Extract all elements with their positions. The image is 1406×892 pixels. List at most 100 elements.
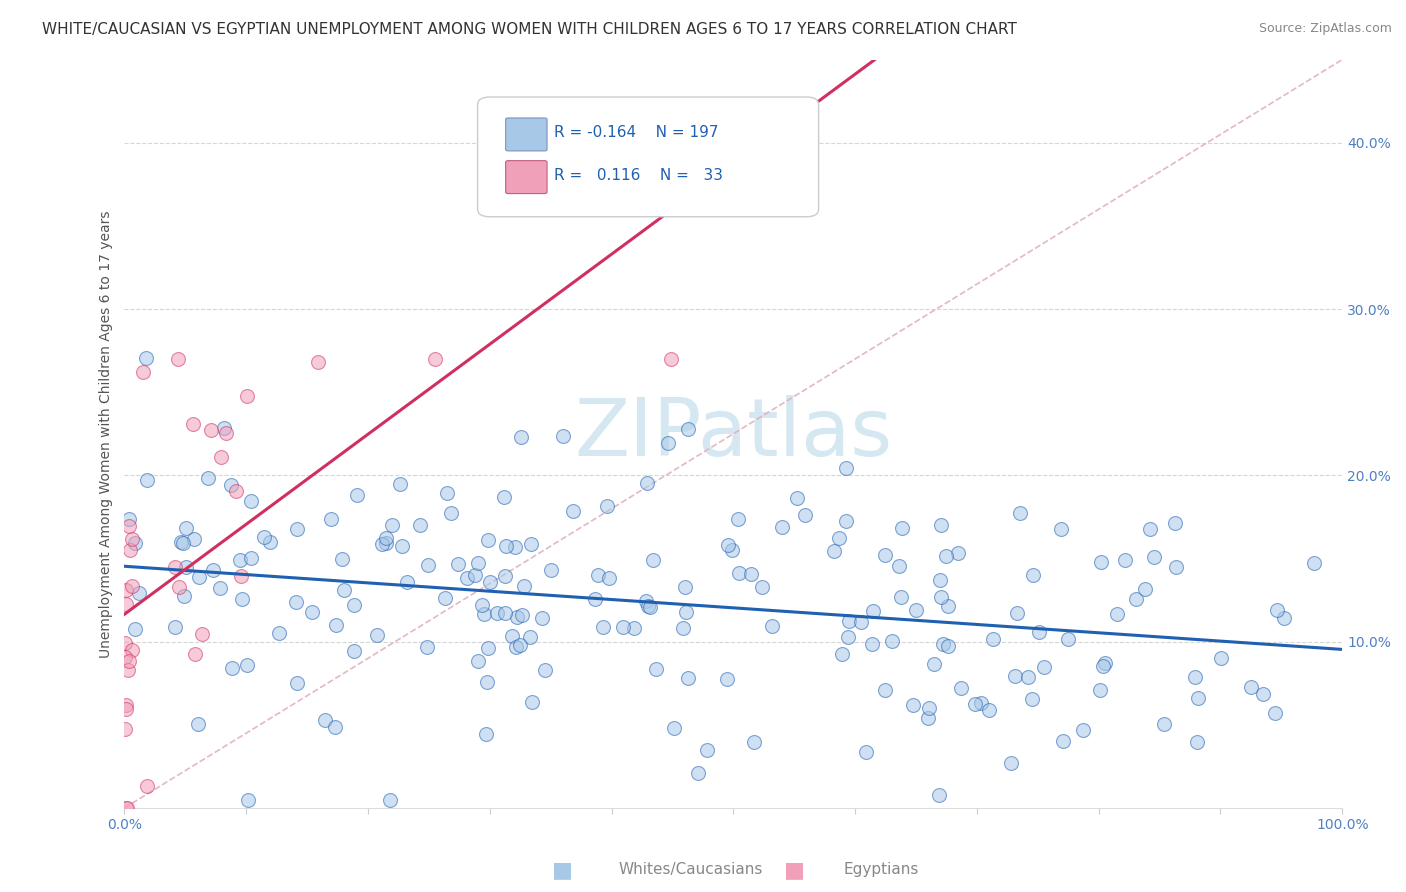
Point [561,504,583,518]
Point [121,643,143,657]
Point [409,517,432,532]
Point [533,663,555,677]
Point [1105,607,1128,622]
Point [114,702,136,716]
Point [375,531,398,545]
Point [1017,670,1039,684]
Point [239,550,262,565]
Point [121,532,143,546]
Point [181,417,204,431]
Point [201,564,224,578]
Point [1209,651,1232,665]
Point [285,595,308,609]
Point [717,538,740,552]
Point [672,621,695,635]
Point [114,649,136,664]
Point [118,512,141,526]
Point [456,571,478,585]
FancyBboxPatch shape [506,118,547,151]
Point [935,549,957,563]
Point [860,637,883,651]
Point [219,477,242,491]
Point [209,581,232,595]
Point [1164,559,1187,574]
Point [638,599,661,614]
Point [688,766,710,780]
Point [1028,624,1050,639]
Point [472,607,495,621]
Point [721,543,744,558]
Point [191,627,214,641]
Point [187,717,209,731]
Point [636,594,658,608]
Point [332,582,354,597]
Point [167,580,190,594]
Point [118,519,141,533]
Point [1022,567,1045,582]
Y-axis label: Unemployment Among Women with Children Ages 6 to 17 years: Unemployment Among Women with Children A… [100,210,114,657]
Point [1114,553,1136,567]
Point [446,557,468,571]
Point [163,620,186,634]
Point [1240,680,1263,694]
Point [727,566,749,580]
Point [873,548,896,562]
Point [174,521,197,535]
Point [1135,582,1157,596]
Point [477,641,499,656]
Point [221,661,243,675]
Point [963,697,986,711]
Point [236,657,259,672]
Point [124,622,146,636]
Point [636,476,658,491]
Point [855,745,877,759]
Point [494,569,516,583]
Text: R =   0.116    N =   33: R = 0.116 N = 33 [554,168,723,183]
Point [1021,691,1043,706]
Point [176,560,198,574]
Point [1125,591,1147,606]
Point [501,629,523,643]
Point [922,657,945,672]
Point [598,571,620,585]
Point [676,421,699,435]
Point [889,559,911,574]
Point [114,597,136,611]
Point [696,742,718,756]
Point [970,697,993,711]
Point [346,488,368,502]
Point [929,590,952,604]
Point [135,351,157,366]
Point [492,490,515,504]
Point [901,698,924,712]
Point [592,620,614,634]
Point [751,580,773,594]
Point [770,520,793,534]
Point [520,537,543,551]
Point [740,566,762,581]
Point [676,671,699,685]
Point [371,536,394,550]
Point [890,521,912,535]
Point [657,436,679,450]
Point [977,703,1000,717]
Point [1153,716,1175,731]
Point [378,792,401,806]
Point [1092,659,1115,673]
Point [184,647,207,661]
Point [1050,522,1073,536]
Point [1008,507,1031,521]
Point [209,450,232,465]
Point [823,544,845,558]
Point [1253,687,1275,701]
Point [509,638,531,652]
Point [477,533,499,547]
Point [1139,522,1161,536]
Point [200,423,222,437]
Point [1142,550,1164,565]
Point [880,634,903,648]
Point [475,675,498,690]
Point [932,636,955,650]
Point [287,675,309,690]
Point [851,615,873,629]
